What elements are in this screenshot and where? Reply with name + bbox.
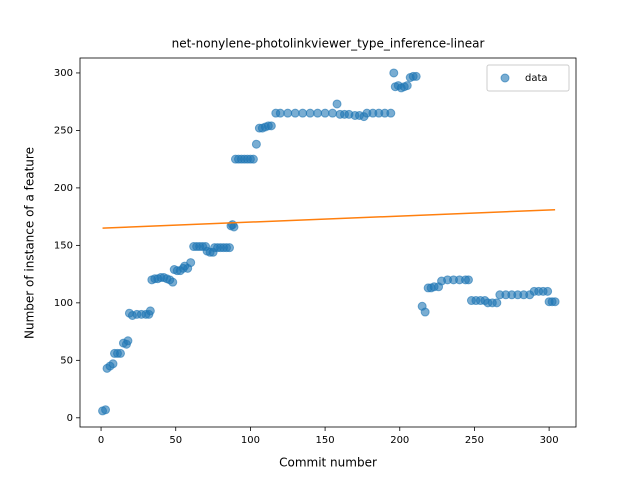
x-tick-label: 150 [316,435,335,446]
point [283,108,293,118]
y-tick-label: 50 [60,355,73,366]
y-tick-label: 0 [67,413,73,424]
x-tick-label: 250 [465,435,484,446]
point [108,359,118,369]
point [248,154,258,164]
point [389,68,399,78]
legend-box [486,64,570,92]
y-axis-label: Number of instance of a feature [23,147,37,339]
x-tick-label: 200 [390,435,409,446]
legend-marker [500,73,510,83]
point [420,307,430,317]
point [123,336,133,346]
point [305,108,315,118]
x-tick-label: 100 [241,435,260,446]
fit-line [102,208,556,229]
y-tick-label: 200 [54,183,73,194]
legend-label: data [525,73,548,84]
point [275,108,285,118]
point [402,81,412,91]
y-tick-label: 150 [54,240,73,251]
point [101,405,111,415]
point [225,243,235,253]
point [463,275,473,285]
point [492,298,502,308]
point [229,222,239,232]
plot-frame [79,57,577,428]
point [251,139,261,149]
point [168,277,178,287]
x-axis-label: Commit number [279,456,377,470]
point [328,108,338,118]
point [298,108,308,118]
x-tick-label: 50 [169,435,182,446]
point [290,108,300,118]
point [386,108,396,118]
point [266,121,276,131]
x-tick-label: 300 [540,435,559,446]
y-tick-label: 300 [54,68,73,79]
point [186,258,196,268]
point [115,348,125,358]
point [550,297,560,307]
point [543,286,553,296]
y-tick-label: 250 [54,125,73,136]
y-tick-label: 100 [54,298,73,309]
point [411,71,421,81]
point [320,108,330,118]
point [145,306,155,316]
x-tick-label: 0 [98,435,104,446]
chart-title: net-nonylene-photolinkviewer_type_infere… [172,37,485,51]
point [332,99,342,109]
point [313,108,323,118]
